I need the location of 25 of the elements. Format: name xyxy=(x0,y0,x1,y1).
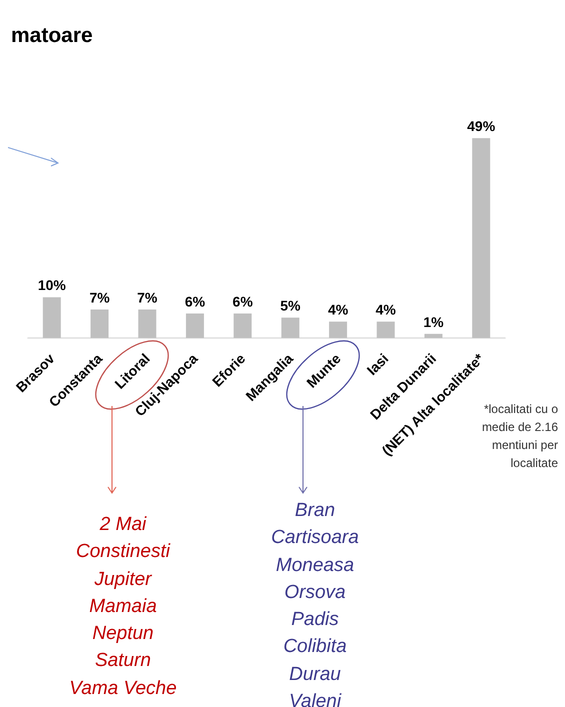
bar xyxy=(329,322,348,338)
bar xyxy=(186,314,204,338)
bar xyxy=(138,309,156,338)
bar xyxy=(42,297,61,338)
text: Bran Cartisoara Moneasa Orsova Padis Colibita Durau Valeni xyxy=(270,499,360,707)
bar xyxy=(234,314,252,338)
bar xyxy=(424,334,442,338)
text: 2 Mai Constinesti Jupiter Mamaia Neptun Saturn Vama Veche xyxy=(68,513,178,701)
x-tick-label: Iasi xyxy=(364,350,392,378)
data-label: 49% xyxy=(467,118,496,134)
text: *localitati cu o medie de 2.16 mentiuni per localitate xyxy=(481,401,558,470)
data-label: 4% xyxy=(376,302,396,318)
data-label: 6% xyxy=(184,294,206,310)
data-label: 4% xyxy=(328,302,349,318)
bar xyxy=(281,318,300,338)
data-label: 6% xyxy=(232,294,254,310)
data-label: 5% xyxy=(280,298,302,314)
bar xyxy=(90,309,109,338)
data-label: 7% xyxy=(137,289,158,306)
bar xyxy=(472,138,490,338)
bar xyxy=(376,322,395,338)
data-label: 1% xyxy=(423,314,444,330)
chart-title: matoare xyxy=(11,24,93,47)
data-label: 10% xyxy=(38,277,66,294)
data-label: 7% xyxy=(89,289,110,306)
